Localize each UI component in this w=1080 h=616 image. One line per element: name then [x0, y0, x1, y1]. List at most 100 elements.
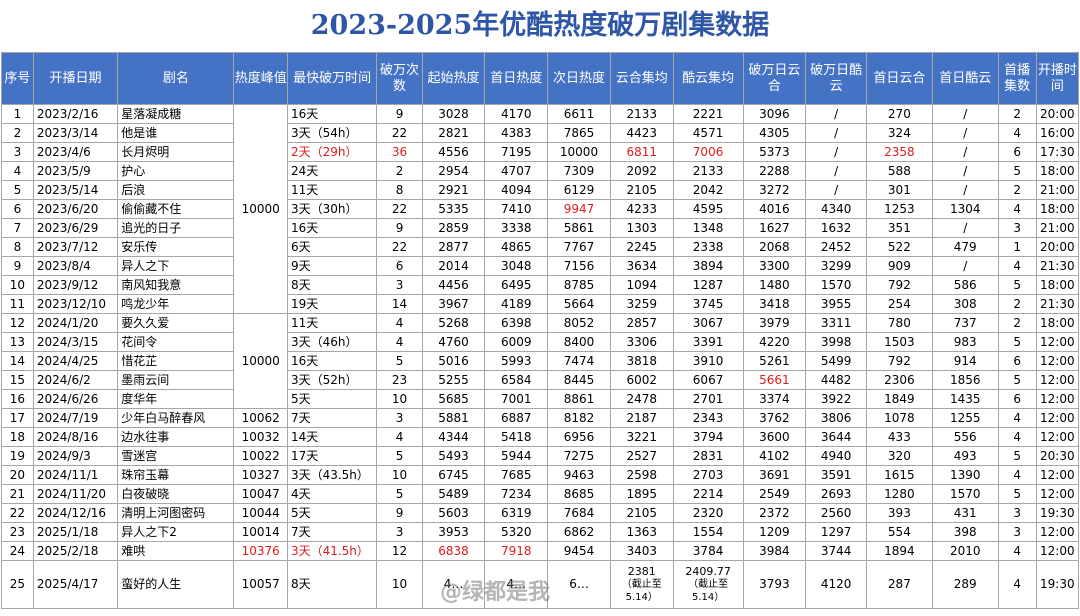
- table-cell: 780: [865, 313, 933, 333]
- table-cell: 2954: [421, 161, 486, 181]
- table-cell: 3910: [672, 351, 744, 371]
- table-cell: 2023/7/12: [32, 237, 119, 257]
- col-header: 首日云合: [865, 52, 933, 105]
- table-cell: 1363: [609, 522, 674, 542]
- table-cell: 3天（30h）: [286, 199, 378, 219]
- table-cell: 493: [931, 446, 999, 466]
- table-cell: 5664: [547, 294, 611, 314]
- table-cell: 1253: [865, 199, 933, 219]
- table-cell: 2527: [609, 446, 674, 466]
- table-cell: 1849: [865, 389, 933, 409]
- table-cell: 11天: [286, 313, 378, 333]
- table-cell: 22: [376, 199, 423, 219]
- table-cell: 5: [1, 180, 34, 200]
- table-row: 6 2023/6/20 偷偷藏不住 3天（30h） 22 5335 7410 9947 4233…: [1, 199, 1080, 219]
- table-cell: 1480: [742, 275, 807, 295]
- table-cell: 1078: [865, 408, 933, 428]
- table-cell: 1632: [805, 218, 867, 238]
- table-cell: 19:30: [1035, 503, 1080, 523]
- table-cell: 2821: [421, 123, 486, 143]
- table-cell: 2693: [805, 484, 867, 504]
- page-title: 2023-2025年优酷热度破万剧集数据: [310, 10, 770, 41]
- table-cell: 3762: [742, 408, 807, 428]
- table-cell: 12:00: [1035, 408, 1080, 428]
- table-cell: 14天: [286, 427, 378, 447]
- table-cell: 5418: [484, 427, 549, 447]
- table-cell: 2: [376, 161, 423, 181]
- col-header: 首播集数: [997, 52, 1037, 105]
- table-cell: 2831: [672, 446, 744, 466]
- table-row: 25 2025/4/17 蛮好的人生 10057 8天 10 4… 4… 6… …: [1, 560, 1080, 609]
- table-cell: 10000: [547, 142, 611, 162]
- table-cell: 2024/6/2: [32, 370, 119, 390]
- table-cell: 3418: [742, 294, 807, 314]
- table-cell: 3784: [672, 541, 744, 561]
- table-cell: 433: [865, 427, 933, 447]
- table-cell: 22: [376, 123, 423, 143]
- table-row: 10 2023/9/12 南风知我意 8天 3 4456 6495 8785 1094 1287 1…: [1, 275, 1080, 295]
- table-cell: 2024/3/15: [32, 332, 119, 352]
- table-cell: 320: [865, 446, 933, 466]
- table-cell: 18:00: [1035, 313, 1080, 333]
- col-header: 剧名: [117, 52, 235, 105]
- table-cell: 8052: [547, 313, 611, 333]
- table-cell: 6838: [421, 541, 486, 561]
- table-cell: 2105: [609, 180, 674, 200]
- table-cell: 10032: [233, 427, 288, 447]
- table-cell: 7156: [547, 256, 611, 276]
- table-cell: 9454: [547, 541, 611, 561]
- table-cell: 6319: [484, 503, 549, 523]
- table-cell: 4: [997, 123, 1037, 143]
- table-cell: 5天: [286, 503, 378, 523]
- table-cell: 2023/12/10: [32, 294, 119, 314]
- table-cell: 2天（29h）: [286, 142, 378, 162]
- table-cell: 3: [376, 408, 423, 428]
- table-cell: 792: [865, 275, 933, 295]
- table-cell: 4571: [672, 123, 744, 143]
- table-cell: /: [805, 142, 867, 162]
- table-cell: 2042: [672, 180, 744, 200]
- table-cell: 2068: [742, 237, 807, 257]
- table-cell: 9: [376, 503, 423, 523]
- table-cell: 5335: [421, 199, 486, 219]
- table-row: 2 2023/3/14 他是谁 3天（54h） 22 2821 4383 7865 4423 45…: [1, 123, 1080, 143]
- table-cell: 蛮好的人生: [117, 560, 235, 609]
- table-cell: /: [931, 142, 999, 162]
- table-cell: 20:00: [1035, 104, 1080, 124]
- table-cell: 1287: [672, 275, 744, 295]
- table-cell: 20:30: [1035, 446, 1080, 466]
- table-row: 1 2023/2/16 星落凝成糖 10000 16天 9 3028 4170 6611 2133…: [1, 104, 1080, 314]
- table-cell: 3: [376, 522, 423, 542]
- table-cell: 2024/11/1: [32, 465, 119, 485]
- table-cell: 少年白马醉春风: [117, 408, 235, 428]
- col-header: 首日酷云: [931, 52, 999, 105]
- table-cell: 5: [997, 332, 1037, 352]
- table-cell: 2560: [805, 503, 867, 523]
- table-cell: 2549: [742, 484, 807, 504]
- table-cell: 3天（52h）: [286, 370, 378, 390]
- table-cell: 5489: [421, 484, 486, 504]
- table-cell: 1348: [672, 218, 744, 238]
- col-header: 首日热度: [484, 52, 549, 105]
- table-cell: /: [805, 104, 867, 124]
- table-cell: 3272: [742, 180, 807, 200]
- table-cell: 2306: [865, 370, 933, 390]
- table-cell: 19: [1, 446, 34, 466]
- table-cell: 19天: [286, 294, 378, 314]
- table-cell: 护心: [117, 161, 235, 181]
- table-cell: /: [931, 256, 999, 276]
- table-cell: 3: [376, 275, 423, 295]
- table-cell: 异人之下2: [117, 522, 235, 542]
- table-cell: 14: [1, 351, 34, 371]
- table-cell: 5: [997, 370, 1037, 390]
- table-cell: 3: [997, 218, 1037, 238]
- table-cell: 3221: [609, 427, 674, 447]
- col-header: 热度峰值: [233, 52, 288, 105]
- table-cell: 12: [376, 541, 423, 561]
- table-cell: 22: [1, 503, 34, 523]
- table-cell: 1435: [931, 389, 999, 409]
- table-cell: 珠帘玉幕: [117, 465, 235, 485]
- table-cell: 3953: [421, 522, 486, 542]
- table-cell: 1570: [805, 275, 867, 295]
- table-cell: 安乐传: [117, 237, 235, 257]
